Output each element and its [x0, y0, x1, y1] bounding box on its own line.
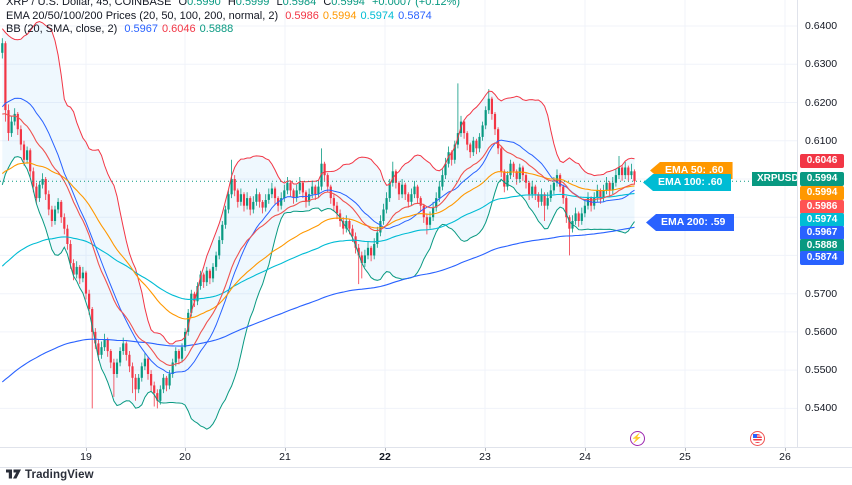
bb-indicator-label[interactable]: BB (20, SMA, close, 2): [6, 23, 118, 35]
ema-indicator-label[interactable]: EMA 20/50/100/200 Prices (20, 50, 100, 2…: [6, 9, 279, 22]
time-axis[interactable]: 19 20 21 22 23 24 25 26: [0, 447, 852, 468]
lightning-event-icon[interactable]: ⚡: [629, 430, 645, 446]
time-axis-tickmark: [285, 448, 286, 451]
chart-legend: XRP / U.S. Dollar, 45, COINBASE O0.5990 …: [6, 0, 460, 37]
price-axis-tick: 0.5500: [805, 364, 838, 377]
indicator-value: 0.5986: [285, 9, 319, 22]
indicator-value: 0.5967: [124, 23, 158, 35]
price-badge: 0.5974: [800, 213, 844, 227]
time-axis-tickmark: [785, 448, 786, 451]
time-axis-label: 20: [179, 451, 191, 463]
time-axis-label: 21: [279, 451, 291, 463]
indicator-value: 0.5994: [322, 9, 357, 22]
price-badge: 0.5994: [800, 186, 844, 200]
time-axis-label: 26: [779, 451, 791, 463]
price-badge: 0.6046: [800, 154, 844, 168]
price-badge: 0.5967: [800, 226, 844, 240]
ema-200-callout: EMA 200: .59: [646, 214, 735, 231]
symbol-price-tag: XRPUSD: [752, 172, 797, 186]
tradingview-logo-text: TradingView: [25, 468, 94, 481]
ohlc-high-letter: H: [227, 0, 236, 8]
symbol-title[interactable]: XRP / U.S. Dollar, 45, COINBASE: [6, 0, 172, 8]
indicator-value: 0.5888: [199, 23, 234, 35]
price-axis-tick: 0.6300: [805, 58, 838, 71]
price-axis-tick: 0.5600: [805, 325, 838, 338]
time-axis-tickmark: [185, 448, 186, 451]
ohlc-open-letter: O: [178, 0, 188, 8]
ema-values: 0.5986 0.5994 0.5974 0.5874: [281, 10, 432, 22]
time-axis-label: 24: [579, 451, 591, 463]
indicator-value: 0.6046: [161, 23, 196, 35]
ohlc-open-value: 0.5990: [187, 0, 221, 8]
ohlc-close-value: 0.5994: [331, 0, 365, 8]
time-axis-label: 25: [679, 451, 691, 463]
price-badge: 0.5994: [800, 172, 844, 186]
legend-ema-row[interactable]: EMA 20/50/100/200 Prices (20, 50, 100, 2…: [6, 10, 460, 24]
price-axis-tick: 0.5400: [805, 402, 838, 415]
us-flag-event-icon[interactable]: [749, 430, 765, 446]
ohlc-high-value: 0.5999: [235, 0, 270, 8]
time-axis-label: 19: [80, 451, 92, 463]
legend-bb-row[interactable]: BB (20, SMA, close, 2) 0.5967 0.6046 0.588…: [6, 23, 460, 37]
ohlc-low-letter: L: [276, 0, 283, 8]
tradingview-logo[interactable]: TradingView: [6, 468, 94, 481]
time-axis-label: 23: [479, 451, 491, 463]
us-flag-glyph: [752, 433, 762, 443]
time-axis-tickmark: [385, 448, 386, 451]
price-badge: 0.5986: [800, 200, 844, 214]
time-axis-tickmark: [485, 448, 486, 451]
price-axis-tick: 0.5700: [805, 287, 838, 300]
bb-values: 0.5967 0.6046 0.5888: [120, 23, 233, 35]
time-axis-tickmark: [585, 448, 586, 451]
indicator-value: 0.5974: [360, 9, 395, 22]
chart-pane[interactable]: XRP / U.S. Dollar, 45, COINBASE O0.5990 …: [0, 0, 797, 447]
price-badge: 0.5888: [800, 239, 844, 253]
price-axis-tick: 0.6400: [805, 20, 838, 32]
ema-100-callout: EMA 100: .60: [643, 174, 732, 191]
price-axis-tick: 0.6200: [805, 96, 838, 109]
indicator-value: 0.5874: [398, 9, 432, 22]
legend-symbol-row[interactable]: XRP / U.S. Dollar, 45, COINBASE O0.5990 …: [6, 0, 460, 10]
price-badge: 0.5874: [800, 251, 844, 265]
time-axis-label: 22: [379, 451, 391, 463]
change-value: +0.0007 (+0.12%): [372, 0, 461, 8]
chart-canvas[interactable]: [0, 0, 797, 447]
price-axis-tick: 0.6100: [805, 134, 838, 147]
time-axis-tickmark: [86, 448, 87, 451]
ohlc-close-letter: C: [323, 0, 332, 8]
tradingview-logo-icon: [6, 469, 21, 479]
price-axis[interactable]: 0.6400 0.6300 0.6200 0.6100 0.5700 0.5600 0.55…: [797, 0, 852, 447]
time-axis-tickmark: [685, 448, 686, 451]
ohlc-low-value: 0.5984: [282, 0, 317, 8]
